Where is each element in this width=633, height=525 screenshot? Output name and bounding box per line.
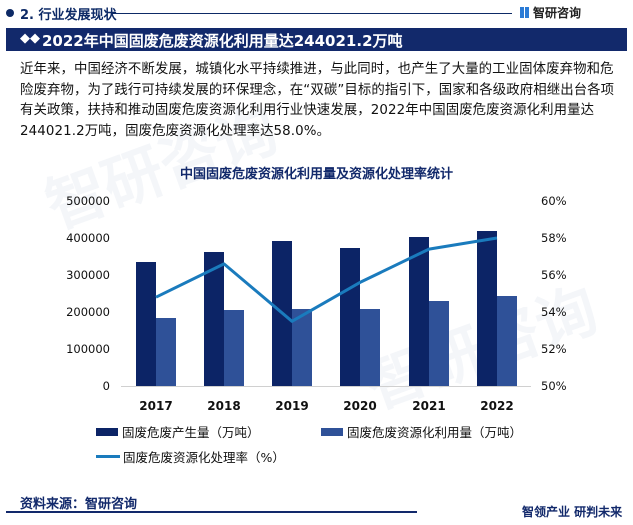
legend-item-utilization: 固废危废资源化利用量（万吨）	[321, 422, 522, 441]
legend-swatch	[321, 428, 343, 436]
legend-label: 固废危废资源化利用量（万吨）	[347, 425, 523, 440]
brand-name: 智研咨询	[533, 6, 582, 20]
y-left-tick: 300000	[66, 268, 110, 282]
y-right-tick: 58%	[541, 231, 567, 245]
bar-utilization	[497, 295, 517, 386]
legend-item-rate: 固废危废资源化处理率（%）	[96, 447, 285, 466]
bar-production	[340, 247, 360, 386]
bar-production	[204, 252, 224, 386]
slogan: 智领产业 研判未来	[522, 505, 623, 519]
bar-utilization	[360, 309, 380, 386]
y-right-tick: 60%	[541, 194, 567, 208]
y-left-tick: 500000	[66, 194, 110, 208]
x-tick: 2018	[207, 399, 241, 413]
source-note: 资料来源：智研咨询	[20, 497, 138, 512]
y-left-tick: 100000	[66, 342, 110, 356]
x-tick: 2020	[343, 399, 377, 413]
bar-utilization	[429, 300, 449, 386]
title-bar: ◆◆ 2022年中国固废危废资源化利用量达244021.2万吨	[6, 28, 627, 51]
legend-line-icon	[96, 455, 120, 458]
divider	[112, 13, 512, 14]
legend-label: 固废危废产生量（万吨）	[122, 425, 260, 440]
y-right-tick: 54%	[541, 305, 567, 319]
section-header: 2. 行业发展现状 智研咨询	[0, 0, 633, 28]
y-left-tick: 200000	[66, 305, 110, 319]
y-right-tick: 56%	[541, 268, 567, 282]
y-left-tick: 400000	[66, 231, 110, 245]
brand-logo: 智研咨询	[520, 4, 581, 21]
bullet-icon	[6, 9, 14, 17]
legend-label: 固废危废资源化处理率（%）	[123, 450, 285, 465]
legend-item-production: 固废危废产生量（万吨）	[96, 422, 260, 441]
bar-production	[136, 262, 156, 386]
bar-utilization	[156, 317, 176, 386]
page-title: 2022年中国固废危废资源化利用量达244021.2万吨	[42, 32, 403, 50]
bar-utilization	[292, 309, 312, 386]
x-tick: 2017	[139, 399, 173, 413]
y-right-tick: 50%	[541, 379, 567, 393]
legend-swatch	[96, 428, 118, 436]
x-axis-line	[121, 386, 531, 387]
intro-paragraph: 近年来，中国经济不断发展，城镇化水平持续推进，与此同时，也产生了大量的工业固体废…	[20, 62, 615, 139]
diamond-icon: ◆◆	[20, 31, 40, 46]
x-tick: 2019	[275, 399, 309, 413]
bar-utilization	[224, 310, 244, 386]
bar-production	[409, 236, 429, 386]
x-tick: 2021	[412, 399, 446, 413]
logo-icon	[520, 7, 529, 18]
section-label: 2. 行业发展现状	[20, 8, 117, 23]
x-tick: 2022	[480, 399, 514, 413]
y-right-tick: 52%	[541, 342, 567, 356]
y-left-tick: 0	[102, 379, 110, 393]
bar-production	[477, 230, 497, 386]
chart-title: 中国固废危废资源化利用量及资源化处理率统计	[179, 167, 453, 182]
footer-divider	[6, 511, 417, 513]
